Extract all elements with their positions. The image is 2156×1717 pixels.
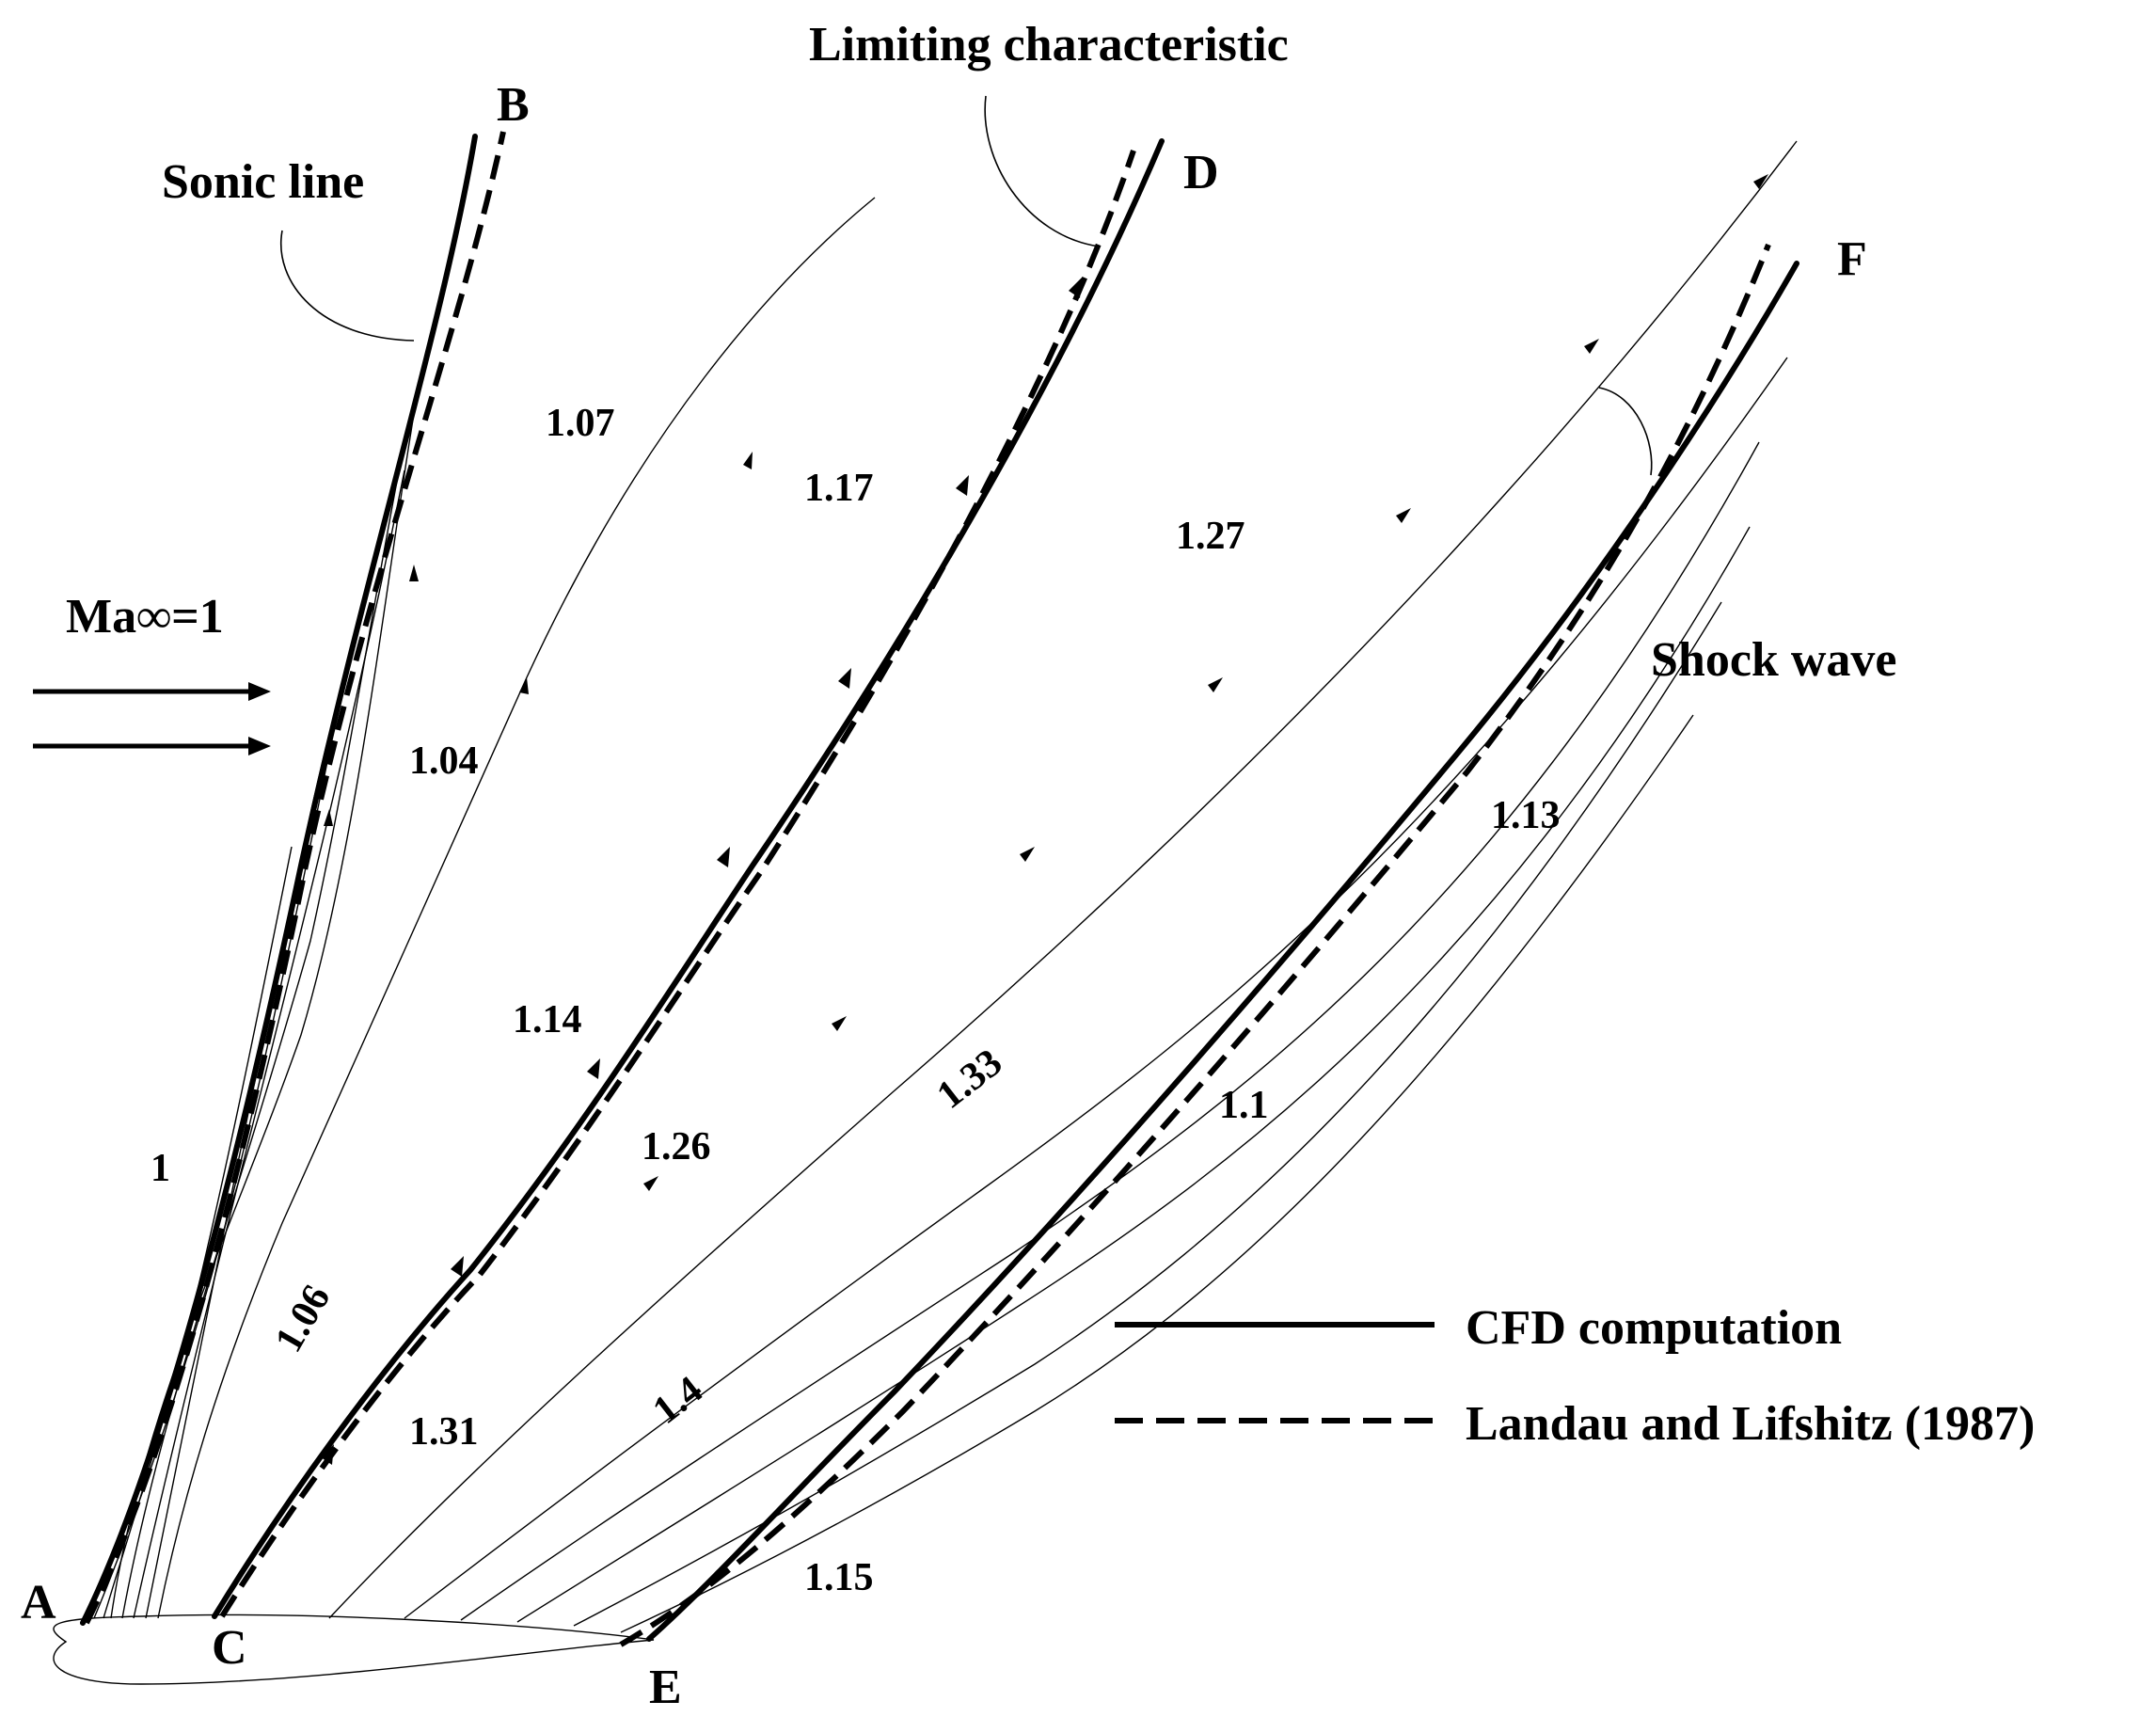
legend-landau-label: Landau and Lifshitz (1987)	[1466, 1397, 2035, 1451]
freestream-mach-label: Ma∞=1	[66, 590, 224, 644]
point-f-label: F	[1837, 232, 1867, 286]
mach-1-17: 1.17	[804, 467, 874, 510]
point-b-label: B	[497, 78, 530, 132]
limiting-characteristic-label: Limiting characteristic	[809, 18, 1289, 72]
mach-1-33: 1.33	[929, 1041, 1010, 1117]
sonic-line-label: Sonic line	[162, 155, 364, 209]
limiting-characteristic-cfd	[212, 138, 1165, 1619]
mach-1-14: 1.14	[513, 998, 582, 1041]
shock-wave-landau	[619, 243, 1771, 1647]
limiting-characteristic-callout	[984, 95, 1100, 247]
airfoil	[53, 1614, 655, 1685]
limiting-characteristic-arrows	[321, 278, 1082, 1465]
sonic-line-landau	[84, 131, 506, 1625]
sonic-line-cfd	[80, 134, 478, 1626]
mach-1-1: 1.1	[1219, 1084, 1269, 1127]
streamline-arrows	[324, 174, 1768, 1191]
mach-1: 1	[151, 1147, 170, 1190]
streamlines-a	[93, 197, 876, 1619]
limiting-characteristic-landau	[219, 150, 1136, 1618]
streamlines-ce	[328, 140, 1798, 1633]
freestream-arrows	[33, 682, 271, 755]
mach-1-13: 1.13	[1491, 794, 1561, 837]
mach-1-04: 1.04	[409, 739, 479, 783]
point-c-label: C	[212, 1621, 247, 1675]
mach-1-26: 1.26	[642, 1125, 711, 1169]
mach-1-27: 1.27	[1176, 515, 1245, 558]
legend: CFD computation Landau and Lifshitz (198…	[1115, 1301, 2035, 1451]
point-d-label: D	[1183, 146, 1219, 199]
mach-1-06: 1.06	[267, 1278, 340, 1359]
shock-wave-label: Shock wave	[1651, 633, 1896, 687]
mach-1-4: 1.4	[645, 1368, 711, 1433]
mach-1-07: 1.07	[546, 402, 615, 445]
sonic-line-callout	[280, 230, 415, 342]
legend-cfd-label: CFD computation	[1466, 1301, 1842, 1355]
point-a-label: A	[21, 1576, 56, 1630]
mach-1-15: 1.15	[804, 1556, 874, 1599]
point-e-label: E	[649, 1661, 682, 1714]
mach-1-31: 1.31	[409, 1410, 479, 1454]
shock-wave-callout	[1598, 387, 1653, 476]
